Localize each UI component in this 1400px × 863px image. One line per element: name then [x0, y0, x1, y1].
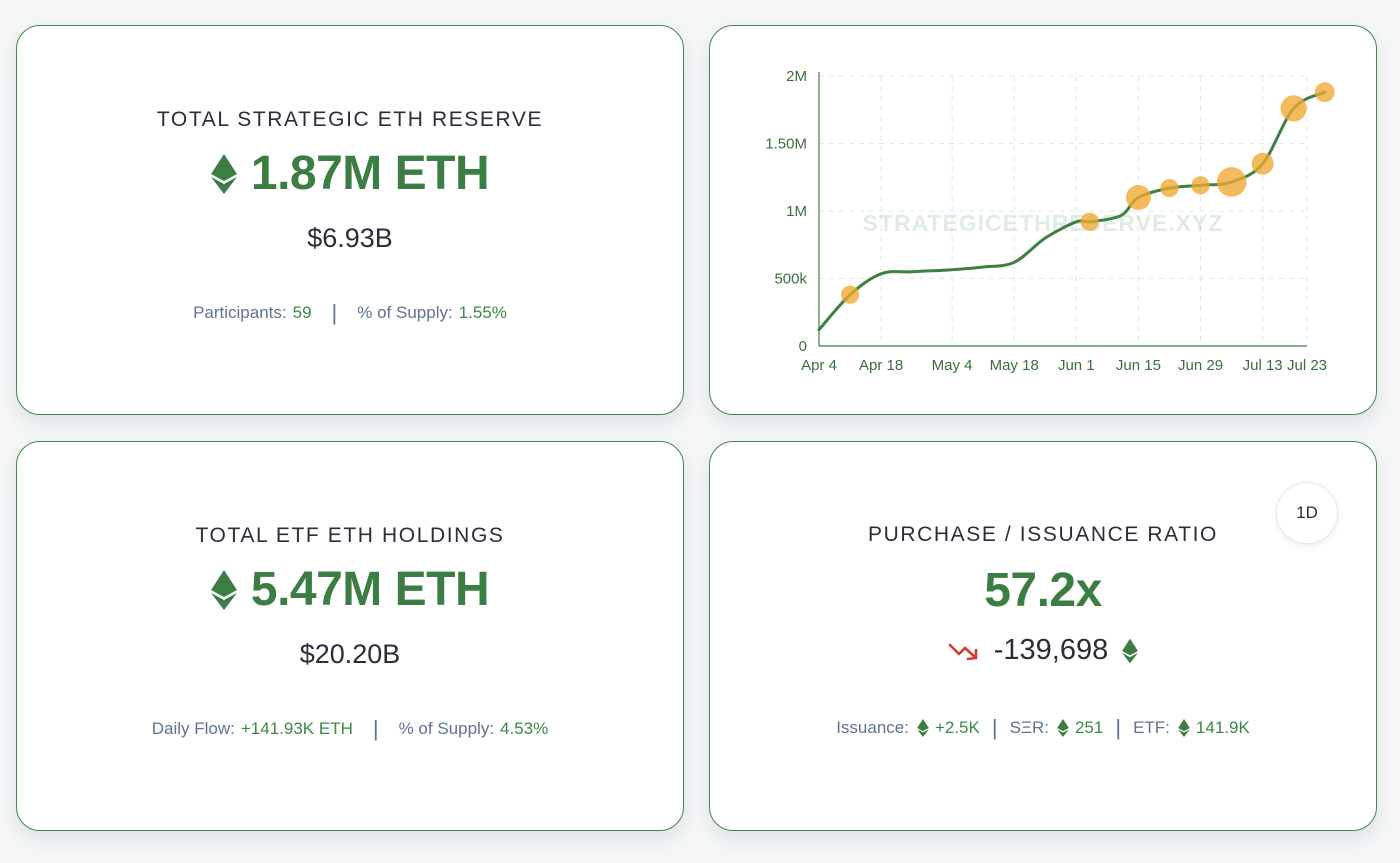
purchase-bubble — [840, 285, 860, 304]
purchase-bubble — [1314, 82, 1335, 103]
period-toggle-button[interactable]: 1D — [1276, 482, 1338, 544]
etf-value-row: 5.47M ETH — [210, 562, 490, 617]
y-tick-label: 0 — [799, 338, 807, 355]
etf-meta: Daily Flow: +141.93K ETH | % of Supply: … — [152, 718, 549, 740]
issuance-label: Issuance: — [836, 718, 909, 737]
participants-label: Participants: — [193, 303, 287, 322]
purchase-bubble — [1216, 167, 1247, 197]
ratio-stat: PURCHASE / ISSUANCE RATIO 57.2x -139,698… — [710, 523, 1376, 739]
x-tick-label: Jun 29 — [1178, 357, 1223, 374]
y-tick-label: 1.50M — [765, 136, 807, 153]
ratio-delta-row: -139,698 — [948, 634, 1139, 667]
y-tick-label: 500k — [774, 271, 807, 288]
ethereum-icon — [210, 569, 237, 610]
supply-value: 1.55% — [458, 303, 507, 322]
etf-usd-value: $20.20B — [299, 639, 401, 669]
purchase-bubble — [1251, 152, 1274, 175]
reserve-growth-chart[interactable]: 0 500k 1M 1.50M 2M Apr 4 Apr 18 May 4 May 18 Jun … — [710, 26, 1378, 416]
ethereum-icon — [1122, 638, 1139, 663]
ser-value: 251 — [1074, 718, 1104, 737]
trend-down-icon — [948, 643, 978, 660]
ser-label: SΞR: — [1009, 718, 1049, 737]
purchase-bubble — [1191, 176, 1210, 195]
ethereum-icon — [1057, 719, 1069, 737]
etf-title: TOTAL ETF ETH HOLDINGS — [195, 524, 505, 547]
ethereum-icon — [917, 719, 929, 737]
purchase-bubble — [1160, 178, 1179, 198]
x-tick-label: May 18 — [990, 357, 1039, 374]
x-tick-label: Jul 23 — [1287, 357, 1327, 374]
purchase-bubble — [1280, 95, 1307, 122]
supply-label: % of Supply: — [357, 303, 453, 322]
ratio-title: PURCHASE / ISSUANCE RATIO — [868, 523, 1218, 546]
ethereum-icon — [1178, 719, 1190, 737]
divider: | — [331, 300, 338, 325]
chart-watermark: STRATEGICETHRESERVE.XYZ — [863, 210, 1224, 236]
divider: | — [991, 715, 998, 740]
reserve-usd-value: $6.93B — [307, 223, 393, 253]
reserve-stat: TOTAL STRATEGIC ETH RESERVE 1.87M ETH $6… — [17, 108, 683, 324]
y-tick-label: 1M — [786, 203, 807, 220]
supply-value: 4.53% — [500, 719, 549, 738]
reserve-meta: Participants: 59 | % of Supply: 1.55% — [193, 302, 507, 324]
divider: | — [372, 716, 379, 741]
x-tick-label: Apr 4 — [801, 357, 837, 374]
reserve-title: TOTAL STRATEGIC ETH RESERVE — [156, 108, 544, 131]
daily-flow-label: Daily Flow: — [151, 719, 235, 738]
ratio-value: 57.2x — [984, 564, 1102, 617]
issuance-value: +2.5K — [934, 718, 980, 737]
etf-label: ETF: — [1133, 718, 1170, 737]
supply-label: % of Supply: — [398, 719, 495, 738]
y-tick-label: 2M — [786, 68, 807, 85]
etf-eth-amount: 5.47M ETH — [250, 563, 490, 616]
x-tick-label: Jun 1 — [1058, 357, 1095, 374]
etf-stat: TOTAL ETF ETH HOLDINGS 5.47M ETH $20.20B… — [17, 524, 683, 740]
participants-value: 59 — [292, 303, 312, 322]
x-tick-label: Jun 15 — [1116, 357, 1161, 374]
ethereum-icon — [210, 153, 237, 194]
etf-holdings-card: TOTAL ETF ETH HOLDINGS 5.47M ETH $20.20B… — [16, 441, 684, 831]
x-tick-label: Apr 18 — [859, 357, 903, 374]
reserve-value-row: 1.87M ETH — [210, 146, 490, 201]
x-tick-label: May 4 — [932, 357, 973, 374]
ratio-meta: Issuance: +2.5K | SΞR: 251 | ETF: 141.9K — [836, 717, 1250, 739]
strategic-reserve-card: TOTAL STRATEGIC ETH RESERVE 1.87M ETH $6… — [16, 25, 684, 415]
purchase-issuance-card: 1D PURCHASE / ISSUANCE RATIO 57.2x -139,… — [709, 441, 1377, 831]
daily-flow-value: +141.93K ETH — [240, 719, 353, 738]
x-tick-label: Jul 13 — [1243, 357, 1283, 374]
reserve-chart-card: 0 500k 1M 1.50M 2M Apr 4 Apr 18 May 4 May 18 Jun … — [709, 25, 1377, 415]
divider: | — [1115, 715, 1122, 740]
purchase-bubble — [1080, 212, 1099, 231]
ratio-delta: -139,698 — [993, 634, 1109, 666]
purchase-bubble — [1125, 185, 1151, 210]
etf-flow-value: 141.9K — [1195, 718, 1250, 737]
reserve-eth-amount: 1.87M ETH — [250, 147, 490, 200]
